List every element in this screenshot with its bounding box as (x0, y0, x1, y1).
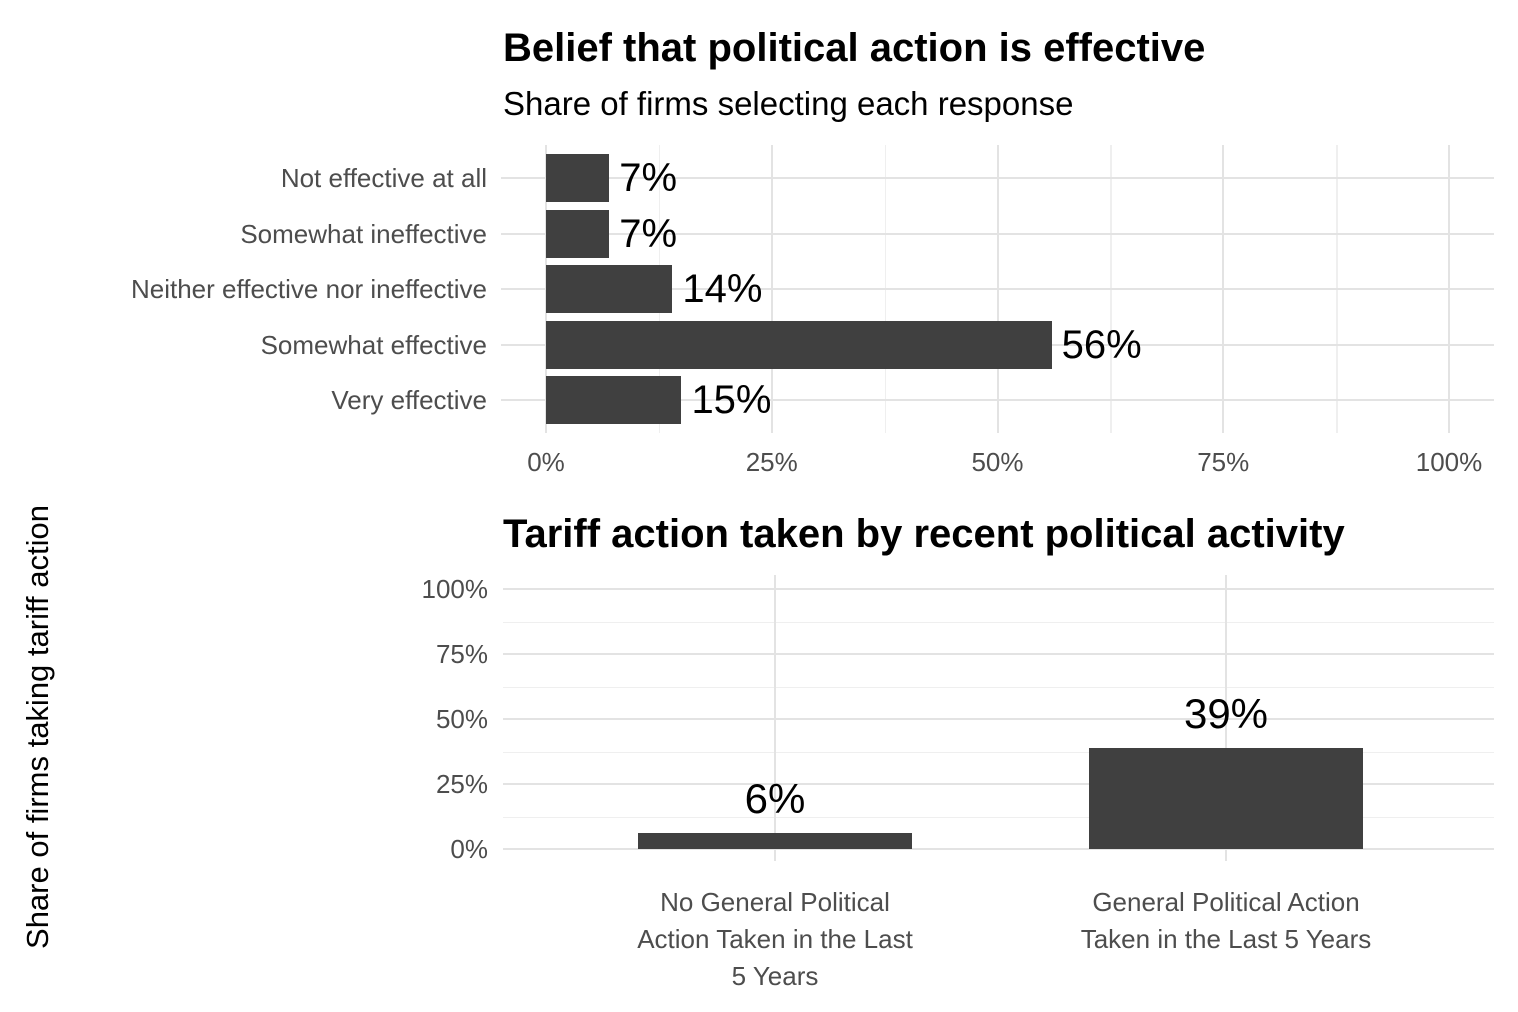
category-label-line: Taken in the Last 5 Years (1080, 924, 1372, 954)
x-tick-label: 0% (527, 447, 565, 477)
bar-value-label: 7% (619, 156, 678, 200)
bottom-chart-title: Tariff action taken by recent political … (503, 512, 1345, 556)
bar (1089, 747, 1363, 849)
bottom-chart-y-axis-title: Share of firms taking tariff action (20, 505, 55, 949)
x-tick-label: 75% (1197, 447, 1250, 477)
category-label: Neither effective nor ineffective (130, 274, 487, 304)
category-gridline (501, 288, 1494, 290)
bar-value-label: 14% (682, 267, 763, 311)
category-gridline (501, 232, 1494, 235)
y-gridline-minor (503, 621, 1494, 623)
bottom-chart-panel: 6% 39% 0% 25% 50% 75% 100% No General Political… (0, 500, 1518, 1012)
bar-value-label: 56% (1061, 322, 1142, 367)
category-label-line: No General Political (660, 887, 890, 917)
bar (546, 209, 610, 258)
category-label: Not effective at all (280, 163, 487, 193)
y-tick-label: 75% (435, 639, 488, 669)
top-chart-title: Belief that political action is effectiv… (503, 26, 1206, 70)
y-tick-label: 25% (435, 769, 488, 799)
category-gridline (1225, 575, 1227, 861)
x-tick-label: 100% (1415, 447, 1483, 477)
y-gridline-major (503, 588, 1494, 590)
bar (546, 265, 673, 313)
y-tick-label: 50% (435, 704, 488, 734)
category-label: Somewhat ineffective (240, 218, 487, 249)
bar (546, 154, 610, 202)
top-chart-subtitle: Share of firms selecting each response (503, 85, 1074, 122)
bar (546, 376, 682, 424)
category-gridline (774, 575, 776, 861)
y-gridline-major (503, 653, 1494, 655)
x-tick-label: 50% (971, 447, 1024, 477)
category-gridline (501, 177, 1494, 179)
category-label-line: 5 Years (731, 961, 819, 991)
top-chart-panel: Not effective at all 7% Somewhat ineffecti… (0, 0, 1518, 500)
bar (546, 320, 1052, 369)
bar-value-label: 7% (619, 211, 678, 256)
category-label-line: Action Taken in the Last (637, 924, 913, 954)
y-gridline-minor (503, 686, 1494, 688)
bar-value-label: 15% (691, 378, 772, 422)
y-tick-label: 0% (450, 834, 488, 864)
category-label-line: General Political Action (1092, 887, 1360, 917)
category-label: Very effective (331, 385, 487, 415)
y-gridline-major (503, 718, 1494, 720)
bar-value-label: 39% (1183, 689, 1269, 737)
x-tick-label: 25% (745, 447, 798, 477)
bar (638, 833, 912, 849)
y-gridline-minor (503, 751, 1494, 753)
y-tick-label: 100% (421, 574, 489, 604)
bar-value-label: 6% (744, 775, 806, 823)
category-label: Somewhat effective (260, 329, 487, 360)
y-gridline-minor (503, 816, 1494, 818)
category-gridline (501, 399, 1494, 401)
y-gridline-major (503, 783, 1494, 785)
y-gridline-major (503, 848, 1494, 850)
